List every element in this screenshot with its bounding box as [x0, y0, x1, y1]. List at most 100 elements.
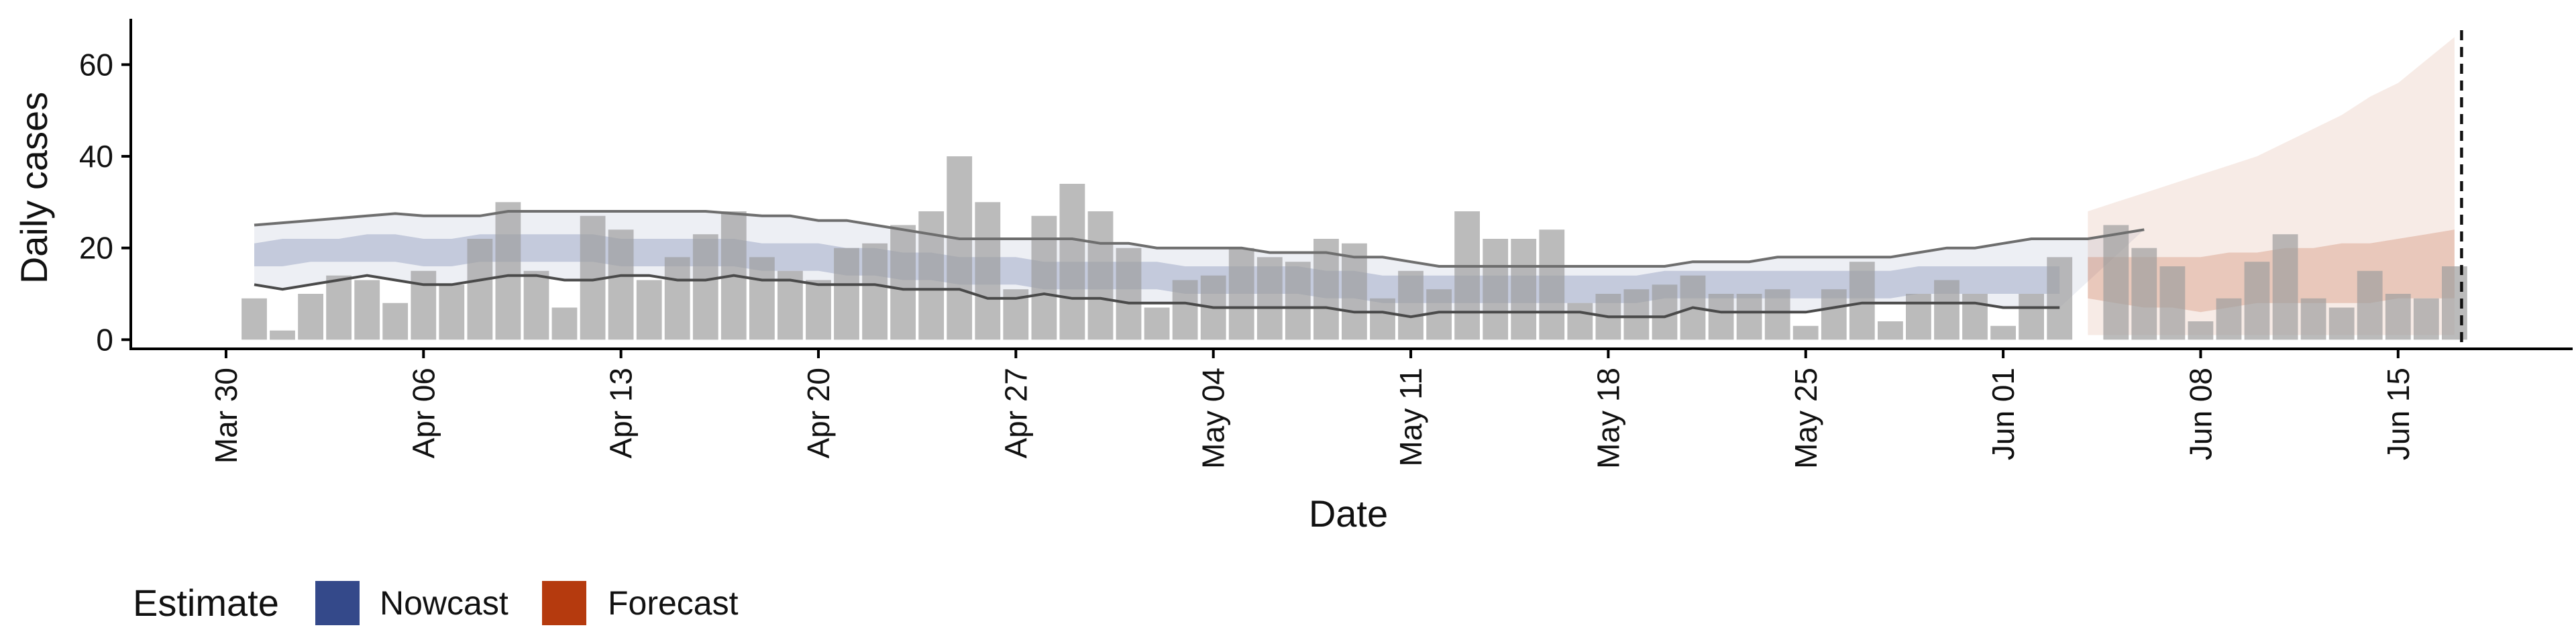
case-bar — [2272, 234, 2298, 340]
case-bar — [975, 202, 1001, 340]
case-bar — [2385, 294, 2411, 340]
x-tick-label: Apr 13 — [604, 368, 639, 459]
legend-key-forecast — [542, 581, 586, 625]
x-tick-label: Apr 27 — [998, 368, 1033, 459]
case-bar — [241, 298, 267, 340]
case-bar — [1708, 294, 1734, 340]
case-bar — [1313, 239, 1339, 340]
case-bar — [2413, 298, 2439, 340]
y-axis-ticks: 0 20 40 60 — [79, 47, 131, 357]
case-bar — [270, 330, 295, 340]
case-bar — [2159, 266, 2186, 340]
case-bar — [1764, 289, 1790, 340]
case-bar — [1652, 284, 1678, 340]
legend-title: Estimate — [133, 582, 279, 624]
case-bar — [1821, 289, 1847, 340]
case-bar — [1370, 298, 1395, 340]
case-bar — [326, 275, 352, 340]
case-bar — [298, 294, 323, 340]
case-bar — [2131, 248, 2157, 340]
forecast-outer-band — [2088, 37, 2455, 335]
y-tick-label: 20 — [79, 231, 113, 266]
case-bar — [1172, 280, 1198, 340]
case-bar — [2047, 257, 2073, 340]
case-bar — [1623, 289, 1650, 340]
x-tick-label: May 18 — [1591, 368, 1625, 469]
nowcast-lower-line — [254, 274, 2060, 319]
case-bar — [2442, 266, 2467, 340]
case-bar — [1483, 239, 1509, 340]
case-bar — [523, 270, 549, 340]
x-tick-label: Apr 20 — [801, 368, 836, 459]
y-tick-label: 0 — [96, 322, 113, 357]
case-bar — [1878, 321, 1903, 340]
x-tick-label: May 04 — [1196, 368, 1231, 469]
case-bar — [1990, 325, 2016, 340]
case-bar — [1934, 280, 1960, 340]
case-bar — [1511, 239, 1537, 340]
case-bar — [2019, 294, 2044, 340]
case-bar — [2357, 270, 2383, 340]
case-bar — [1906, 294, 1931, 340]
y-tick-label: 40 — [79, 139, 113, 174]
case-bar — [1849, 262, 1875, 340]
case-bar — [1144, 307, 1170, 340]
case-bar — [551, 307, 578, 340]
case-bar — [1736, 294, 1762, 340]
case-bar — [608, 229, 634, 340]
x-tick-label: Jun 15 — [2381, 368, 2416, 460]
case-bar — [1454, 211, 1480, 340]
x-axis-title: Date — [1309, 492, 1388, 535]
case-bar — [890, 225, 916, 340]
case-bar — [1567, 303, 1593, 340]
case-bar — [467, 239, 493, 340]
x-tick-label: May 11 — [1393, 368, 1428, 466]
case-bar — [1116, 248, 1142, 340]
case-bar — [664, 257, 690, 340]
case-bar — [382, 303, 409, 340]
nowcast-upper-line — [254, 210, 2145, 268]
outer-interval-lines — [254, 210, 2145, 319]
case-bar — [2216, 298, 2242, 340]
legend-label-nowcast: Nowcast — [380, 584, 508, 622]
y-tick-label: 60 — [79, 47, 113, 82]
x-tick-label: May 25 — [1788, 368, 1823, 469]
case-bar — [947, 156, 973, 340]
legend: Estimate Nowcast Forecast — [133, 581, 739, 625]
case-bar — [806, 280, 831, 340]
x-axis-ticks: Mar 30 Apr 06 Apr 13 Apr 20 Apr 27 May 04 May … — [209, 349, 2416, 469]
axes — [129, 19, 2573, 350]
case-bar — [2328, 307, 2355, 340]
legend-label-forecast: Forecast — [608, 584, 739, 622]
y-axis-title: Daily cases — [13, 92, 55, 284]
case-bar — [1539, 229, 1565, 340]
case-bar — [1342, 243, 1367, 340]
case-bar — [1962, 294, 1988, 340]
case-bar — [1059, 184, 1085, 340]
case-bar — [495, 202, 521, 340]
case-bar — [749, 257, 775, 340]
case-bar — [1256, 257, 1283, 340]
case-bar — [1031, 215, 1057, 340]
case-bar — [2188, 321, 2214, 340]
case-bar — [1792, 325, 1819, 340]
case-bar — [1087, 211, 1114, 340]
case-bar — [2300, 298, 2326, 340]
case-bar — [1285, 262, 1311, 340]
case-bar — [2244, 262, 2270, 340]
x-tick-label: Jun 08 — [2183, 368, 2218, 460]
case-bar — [636, 280, 662, 340]
case-bar — [834, 248, 859, 340]
case-bar — [354, 280, 380, 340]
case-bar — [1228, 248, 1254, 340]
x-tick-label: Mar 30 — [209, 368, 244, 464]
case-bar — [918, 211, 945, 340]
case-bar — [2103, 225, 2129, 340]
x-tick-label: Apr 06 — [406, 368, 441, 459]
case-bar — [411, 270, 437, 340]
case-bar — [439, 284, 465, 340]
legend-key-nowcast — [315, 581, 360, 625]
case-bar — [862, 243, 888, 340]
case-bar — [692, 234, 718, 340]
